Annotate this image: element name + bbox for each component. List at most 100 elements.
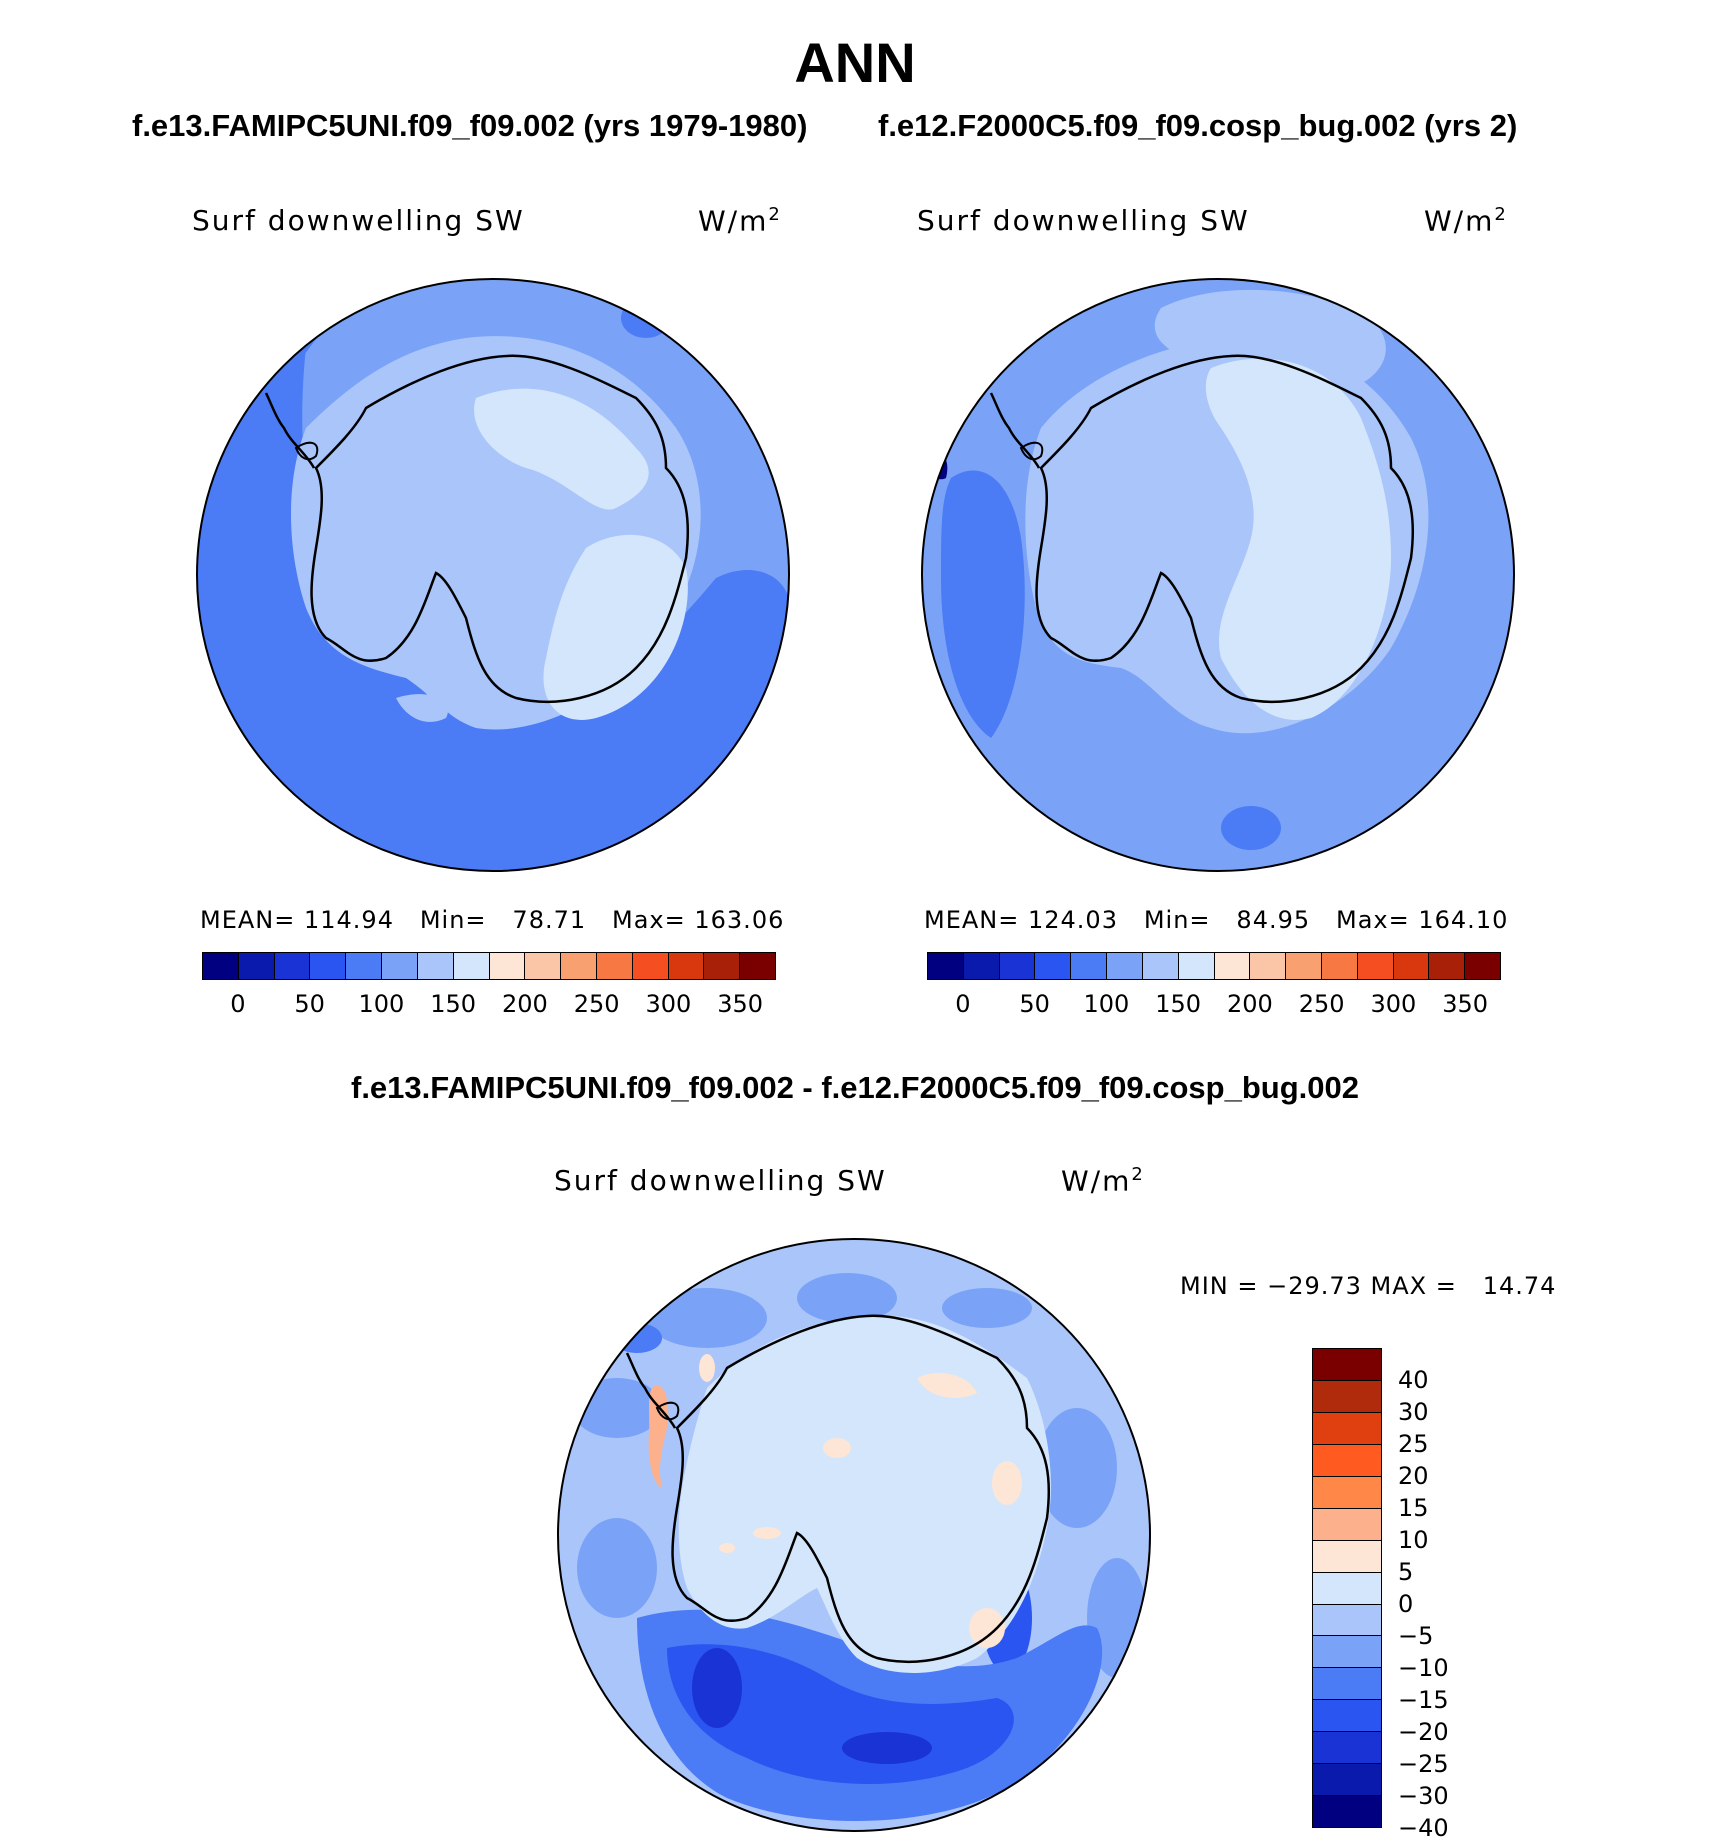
difference-title: f.e13.FAMIPC5UNI.f09_f09.002 - f.e12.F20… <box>351 1070 1359 1105</box>
colorbar-swatch <box>1313 1444 1381 1477</box>
colorbar-swatch <box>1286 953 1322 979</box>
case2-title: f.e12.F2000C5.f09_f09.cosp_bug.002 (yrs … <box>878 108 1518 143</box>
colorbar-swatches <box>927 952 1501 980</box>
colorbar-tick-label: 15 <box>1398 1494 1429 1522</box>
colorbar-tick-label: 20 <box>1398 1462 1429 1490</box>
colorbar-tick-label: 50 <box>1019 990 1050 1018</box>
colorbar-swatch <box>1313 1540 1381 1573</box>
coastline <box>1035 354 1415 703</box>
colorbar-swatch <box>1250 953 1287 979</box>
units-label: W/m2 <box>1061 1164 1143 1198</box>
min-max-label: MIN = −29.73 MAX = 14.74 <box>1180 1272 1557 1300</box>
contour-fill <box>558 1239 1150 1831</box>
colorbar-swatch <box>1313 1604 1381 1637</box>
colorbar-tick-label: 50 <box>294 990 325 1018</box>
colorbar-swatch <box>1035 953 1072 979</box>
colorbar-swatch <box>1393 953 1430 979</box>
colorbar-swatches <box>202 952 776 980</box>
coastline <box>671 1314 1051 1663</box>
map-border <box>196 278 790 872</box>
polar-map-case1 <box>196 278 790 872</box>
colorbar-swatch <box>740 953 775 979</box>
colorbar-tick-label: 100 <box>358 990 405 1018</box>
variable-label: Surf downwelling SW <box>192 204 525 237</box>
colorbar-difference <box>1312 1348 1382 1828</box>
colorbar-swatch <box>525 953 562 979</box>
polar-map-case2 <box>921 278 1515 872</box>
colorbar-tick-label: −40 <box>1398 1814 1449 1842</box>
stats-label: MEAN= 114.94 Min= 78.71 Max= 163.06 <box>200 906 785 934</box>
colorbar-swatch <box>489 953 526 979</box>
colorbar-tick-label: −20 <box>1398 1718 1449 1746</box>
colorbar-swatch <box>596 953 633 979</box>
colorbar-swatch <box>928 953 964 979</box>
polar-map-difference <box>557 1238 1151 1832</box>
colorbar-swatch <box>1313 1636 1381 1669</box>
colorbar-swatch <box>310 953 347 979</box>
map-border <box>921 278 1515 872</box>
colorbar-swatch <box>632 953 669 979</box>
colorbar-tick-label: 0 <box>955 990 971 1018</box>
colorbar-swatch <box>1107 953 1143 979</box>
colorbar-tick-label: 300 <box>1370 990 1417 1018</box>
colorbar-ticks: 0 50 100 150 200 250 300 350 <box>927 990 1501 1030</box>
contour-fill <box>922 279 1514 871</box>
colorbar-swatch <box>1313 1508 1381 1541</box>
colorbar-case1: 0 50 100 150 200 250 300 350 <box>202 952 776 1030</box>
colorbar-tick-label: 100 <box>1083 990 1130 1018</box>
colorbar-tick-label: 150 <box>430 990 477 1018</box>
coastline <box>310 354 690 703</box>
colorbar-swatch <box>1313 1412 1381 1445</box>
colorbar-tick-label: 0 <box>230 990 246 1018</box>
colorbar-swatch <box>999 953 1036 979</box>
colorbar-tick-label: −5 <box>1398 1622 1434 1650</box>
colorbar-tick-label: 300 <box>645 990 692 1018</box>
colorbar-tick-label: 30 <box>1398 1398 1429 1426</box>
colorbar-swatch <box>1313 1732 1381 1765</box>
colorbar-tick-label: 150 <box>1155 990 1202 1018</box>
colorbar-tick-label: 10 <box>1398 1526 1429 1554</box>
colorbar-tick-label: −15 <box>1398 1686 1449 1714</box>
colorbar-tick-label: −30 <box>1398 1782 1449 1810</box>
colorbar-tick-label: 350 <box>717 990 764 1018</box>
colorbar-tick-label: 40 <box>1398 1366 1429 1394</box>
colorbar-swatch <box>1313 1476 1381 1509</box>
colorbar-swatch <box>704 953 741 979</box>
colorbar-swatch <box>1178 953 1215 979</box>
colorbar-swatch <box>1429 953 1466 979</box>
colorbar-swatch <box>1357 953 1394 979</box>
colorbar-tick-label: 350 <box>1442 990 1489 1018</box>
colorbar-tick-label: 5 <box>1398 1558 1414 1586</box>
colorbar-ticks: 0 50 100 150 200 250 300 350 <box>202 990 776 1030</box>
colorbar-tick-label: −25 <box>1398 1750 1449 1778</box>
variable-label: Surf downwelling SW <box>917 204 1250 237</box>
colorbar-tick-label: 25 <box>1398 1430 1429 1458</box>
colorbar-swatch <box>1071 953 1108 979</box>
map-border <box>557 1238 1151 1832</box>
colorbar-swatch <box>1313 1796 1381 1828</box>
colorbar-ticks: 40 30 25 20 15 10 5 0 −5 −10 −15 −20 −25 −30 −40 <box>1398 1348 1498 1842</box>
colorbar-swatch <box>1313 1349 1381 1381</box>
variable-label: Surf downwelling SW <box>554 1164 887 1197</box>
colorbar-tick-label: 0 <box>1398 1590 1414 1618</box>
colorbar-swatch <box>1313 1700 1381 1733</box>
colorbar-swatch <box>963 953 1000 979</box>
stats-label: MEAN= 124.03 Min= 84.95 Max= 164.10 <box>924 906 1509 934</box>
contour-fill <box>197 279 789 871</box>
colorbar-swatch <box>417 953 454 979</box>
colorbar-swatch <box>1313 1764 1381 1797</box>
colorbar-case2: 0 50 100 150 200 250 300 350 <box>927 952 1501 1030</box>
colorbar-swatches <box>1312 1348 1382 1828</box>
units-label: W/m2 <box>1424 204 1506 238</box>
colorbar-swatch <box>346 953 383 979</box>
colorbar-swatch <box>203 953 239 979</box>
colorbar-tick-label: −10 <box>1398 1654 1449 1682</box>
units-label: W/m2 <box>698 204 780 238</box>
colorbar-swatch <box>274 953 311 979</box>
colorbar-swatch <box>238 953 275 979</box>
colorbar-tick-label: 250 <box>573 990 620 1018</box>
colorbar-swatch <box>668 953 705 979</box>
colorbar-swatch <box>1321 953 1358 979</box>
colorbar-swatch <box>1142 953 1179 979</box>
colorbar-swatch <box>1465 953 1500 979</box>
